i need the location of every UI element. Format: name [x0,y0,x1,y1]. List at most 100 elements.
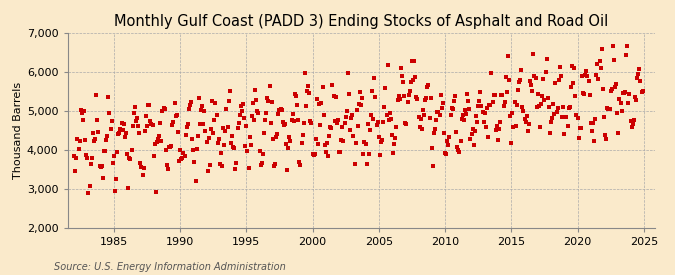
Point [481,125,491,130]
Point [86,155,97,160]
Point [316,100,327,105]
Point [209,117,220,122]
Point [116,121,127,125]
Point [472,104,483,108]
Point [450,94,460,98]
Point [351,107,362,112]
Point [236,104,246,108]
Point [566,85,576,89]
Point [107,160,118,165]
Point [524,122,535,126]
Point [170,114,181,119]
Point [153,137,163,141]
Point [220,129,231,134]
Point [272,132,283,136]
Point [105,127,116,132]
Point [547,116,558,120]
Point [545,120,556,125]
Point [324,134,335,139]
Point [464,107,475,111]
Point [623,101,634,106]
Point [493,138,504,142]
Point [191,147,202,152]
Point [109,189,120,193]
Point [437,101,448,105]
Point [446,113,456,118]
Point [603,106,614,111]
Point [360,141,371,146]
Point [221,107,232,111]
Point [185,103,196,108]
Point [210,101,221,106]
Point [276,108,287,112]
Point [606,87,617,91]
Point [425,95,436,100]
Point [551,110,562,114]
Point [545,131,556,135]
Point [273,112,284,117]
Point [233,120,244,125]
Point [392,97,403,102]
Point [435,93,446,97]
Point [169,101,180,106]
Point [456,117,467,121]
Point [589,138,599,143]
Point [109,154,119,158]
Point [250,87,261,92]
Point [533,103,544,108]
Point [132,116,142,120]
Point [149,142,160,146]
Point [242,149,253,153]
Point [271,135,281,139]
Point [368,117,379,121]
Point [466,132,477,136]
Point [254,149,265,153]
Point [486,70,497,75]
Point [95,164,106,169]
Point [187,137,198,141]
Point [217,164,227,169]
Point [165,145,176,149]
Point [227,145,238,149]
Point [359,139,370,144]
Point [302,89,313,94]
Point [313,142,323,146]
Point [161,148,171,152]
Point [375,140,386,144]
Point [516,68,526,73]
Point [331,121,342,126]
Point [117,128,128,132]
Point [566,64,577,68]
Point [328,94,339,98]
Point [430,127,441,131]
Point [213,136,224,141]
Point [97,176,108,180]
Point [557,114,568,119]
Point [327,82,338,87]
Point [340,120,350,125]
Point [515,78,526,82]
Point [611,82,622,86]
Point [383,118,394,122]
Point [333,118,344,122]
Point [295,163,306,167]
Point [201,140,212,144]
Point [309,152,320,156]
Point [325,125,335,129]
Point [394,94,404,98]
Point [451,130,462,134]
Point [505,114,516,118]
Point [145,119,156,123]
Point [286,118,297,123]
Point [156,139,167,144]
Point [188,148,198,152]
Point [296,140,307,145]
Point [205,163,215,168]
Point [246,113,257,118]
Point [79,109,90,114]
Point [262,96,273,100]
Point [189,160,200,164]
Point [252,109,263,113]
Point [409,59,420,63]
Point [157,109,168,114]
